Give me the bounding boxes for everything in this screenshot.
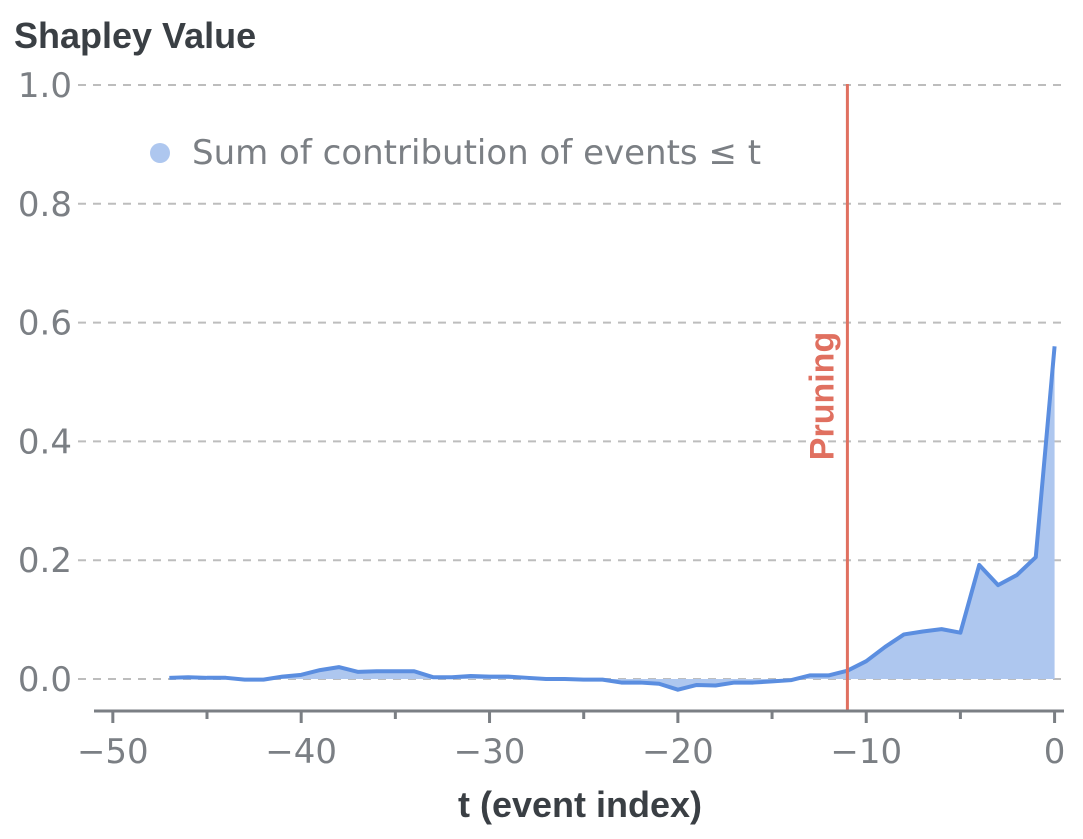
x-tick-label: −10 xyxy=(830,732,902,772)
x-ticks: −50 −40 −30 −20 −10 0 xyxy=(77,711,1065,772)
x-tick-label: −50 xyxy=(77,732,149,772)
y-tick-label: 0.2 xyxy=(18,541,72,581)
legend-label: Sum of contribution of events ≤ t xyxy=(192,133,761,173)
y-tick-label: 0.6 xyxy=(18,304,72,344)
y-axis-title: Shapley Value xyxy=(14,15,256,56)
y-tick-label: 0.4 xyxy=(18,422,72,462)
x-tick-label: −40 xyxy=(265,732,337,772)
y-tick-label: 1.0 xyxy=(18,66,72,106)
grid xyxy=(78,84,1064,680)
y-tick-label: 0.0 xyxy=(18,660,72,700)
y-tick-label: 0.8 xyxy=(18,185,72,225)
x-axis-title: t (event index) xyxy=(458,784,702,825)
x-tick-label: −20 xyxy=(642,732,714,772)
pruning-marker-label: Pruning xyxy=(803,332,841,460)
y-tick-labels: 0.0 0.2 0.4 0.6 0.8 1.0 xyxy=(18,66,72,700)
x-tick-label: −30 xyxy=(454,732,526,772)
legend-marker-icon xyxy=(150,143,170,163)
series-line xyxy=(169,346,1057,692)
legend: Sum of contribution of events ≤ t xyxy=(150,133,761,173)
x-tick-label: 0 xyxy=(1044,732,1066,772)
series-area-fill xyxy=(169,346,1055,690)
